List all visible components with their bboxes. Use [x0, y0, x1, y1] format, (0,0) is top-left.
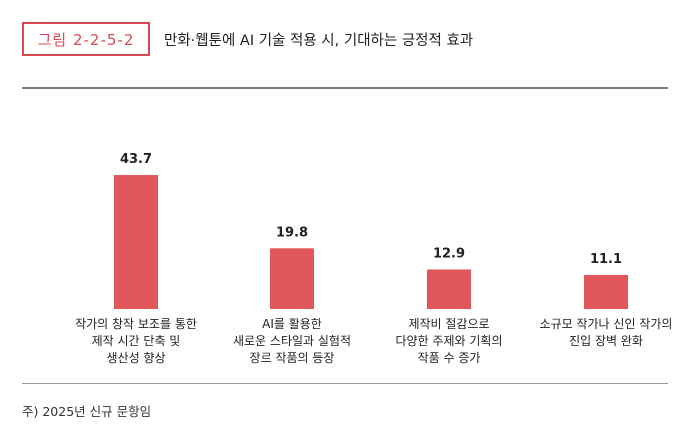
bar-1 [114, 175, 158, 309]
value-label-1: 43.7 [120, 152, 152, 167]
category-label-3: 제작비 절감으로 다양한 주제와 기획의 작품 수 증가 [395, 317, 503, 365]
bottom-divider [22, 383, 668, 384]
bar-2 [270, 248, 314, 309]
top-divider [22, 87, 668, 89]
source-note: 주) 2025년 신규 문항임 [22, 404, 152, 419]
category-label-1: 작가의 창작 보조를 통한 제작 시간 단축 및 생산성 향상 [75, 317, 197, 365]
value-label-2: 19.8 [276, 225, 308, 240]
figure-title: 만화·웹툰에 AI 기술 적용 시, 기대하는 긍정적 효과 [164, 33, 474, 49]
value-label-4: 11.1 [590, 252, 622, 267]
bar-3 [427, 269, 471, 309]
value-label-3: 12.9 [433, 246, 465, 261]
bar-4 [584, 274, 628, 309]
figure-number-badge: 그림 2-2-5-2 [22, 22, 150, 56]
category-label-2: AI를 활용한 새로운 스타일과 실험적 장르 작품의 등장 [232, 317, 352, 365]
bar-chart: 43.7 19.8 12.9 11.1 [114, 152, 628, 309]
category-label-4: 소규모 작가나 신인 작가의 진입 장벽 완화 [539, 317, 673, 348]
